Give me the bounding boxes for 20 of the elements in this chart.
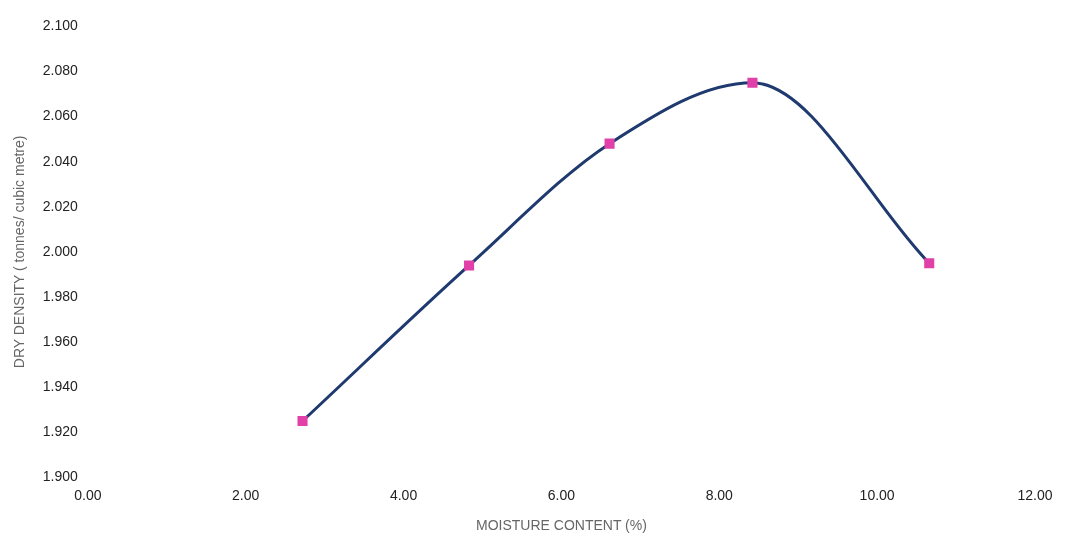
x-tick-label: 6.00 xyxy=(547,486,576,503)
y-tick-label: 2.000 xyxy=(42,242,79,259)
y-tick-label: 2.040 xyxy=(42,152,79,169)
x-tick-label: 8.00 xyxy=(705,486,734,503)
y-axis-title: DRY DENSITY ( tonnes/ cubic metre) xyxy=(11,135,28,369)
x-axis-title: MOISTURE CONTENT (%) xyxy=(475,517,647,534)
y-tick-label: 2.060 xyxy=(42,107,79,124)
y-tick-label: 2.100 xyxy=(42,17,79,34)
y-tick-label: 2.020 xyxy=(42,197,79,214)
x-tick-label: 12.00 xyxy=(1017,486,1053,503)
y-tick-label: 2.080 xyxy=(42,62,79,79)
x-tick-label: 2.00 xyxy=(232,486,260,503)
x-tick-label: 10.00 xyxy=(859,486,895,503)
y-tick-label: 1.940 xyxy=(42,378,79,395)
y-tick-label: 1.960 xyxy=(42,332,79,349)
y-tick-label: 1.980 xyxy=(42,287,79,304)
x-tick-label: 0.00 xyxy=(74,486,102,503)
y-tick-label: 1.920 xyxy=(42,423,79,440)
x-tick-label: 4.00 xyxy=(389,486,418,503)
y-tick-label: 1.900 xyxy=(42,468,79,485)
